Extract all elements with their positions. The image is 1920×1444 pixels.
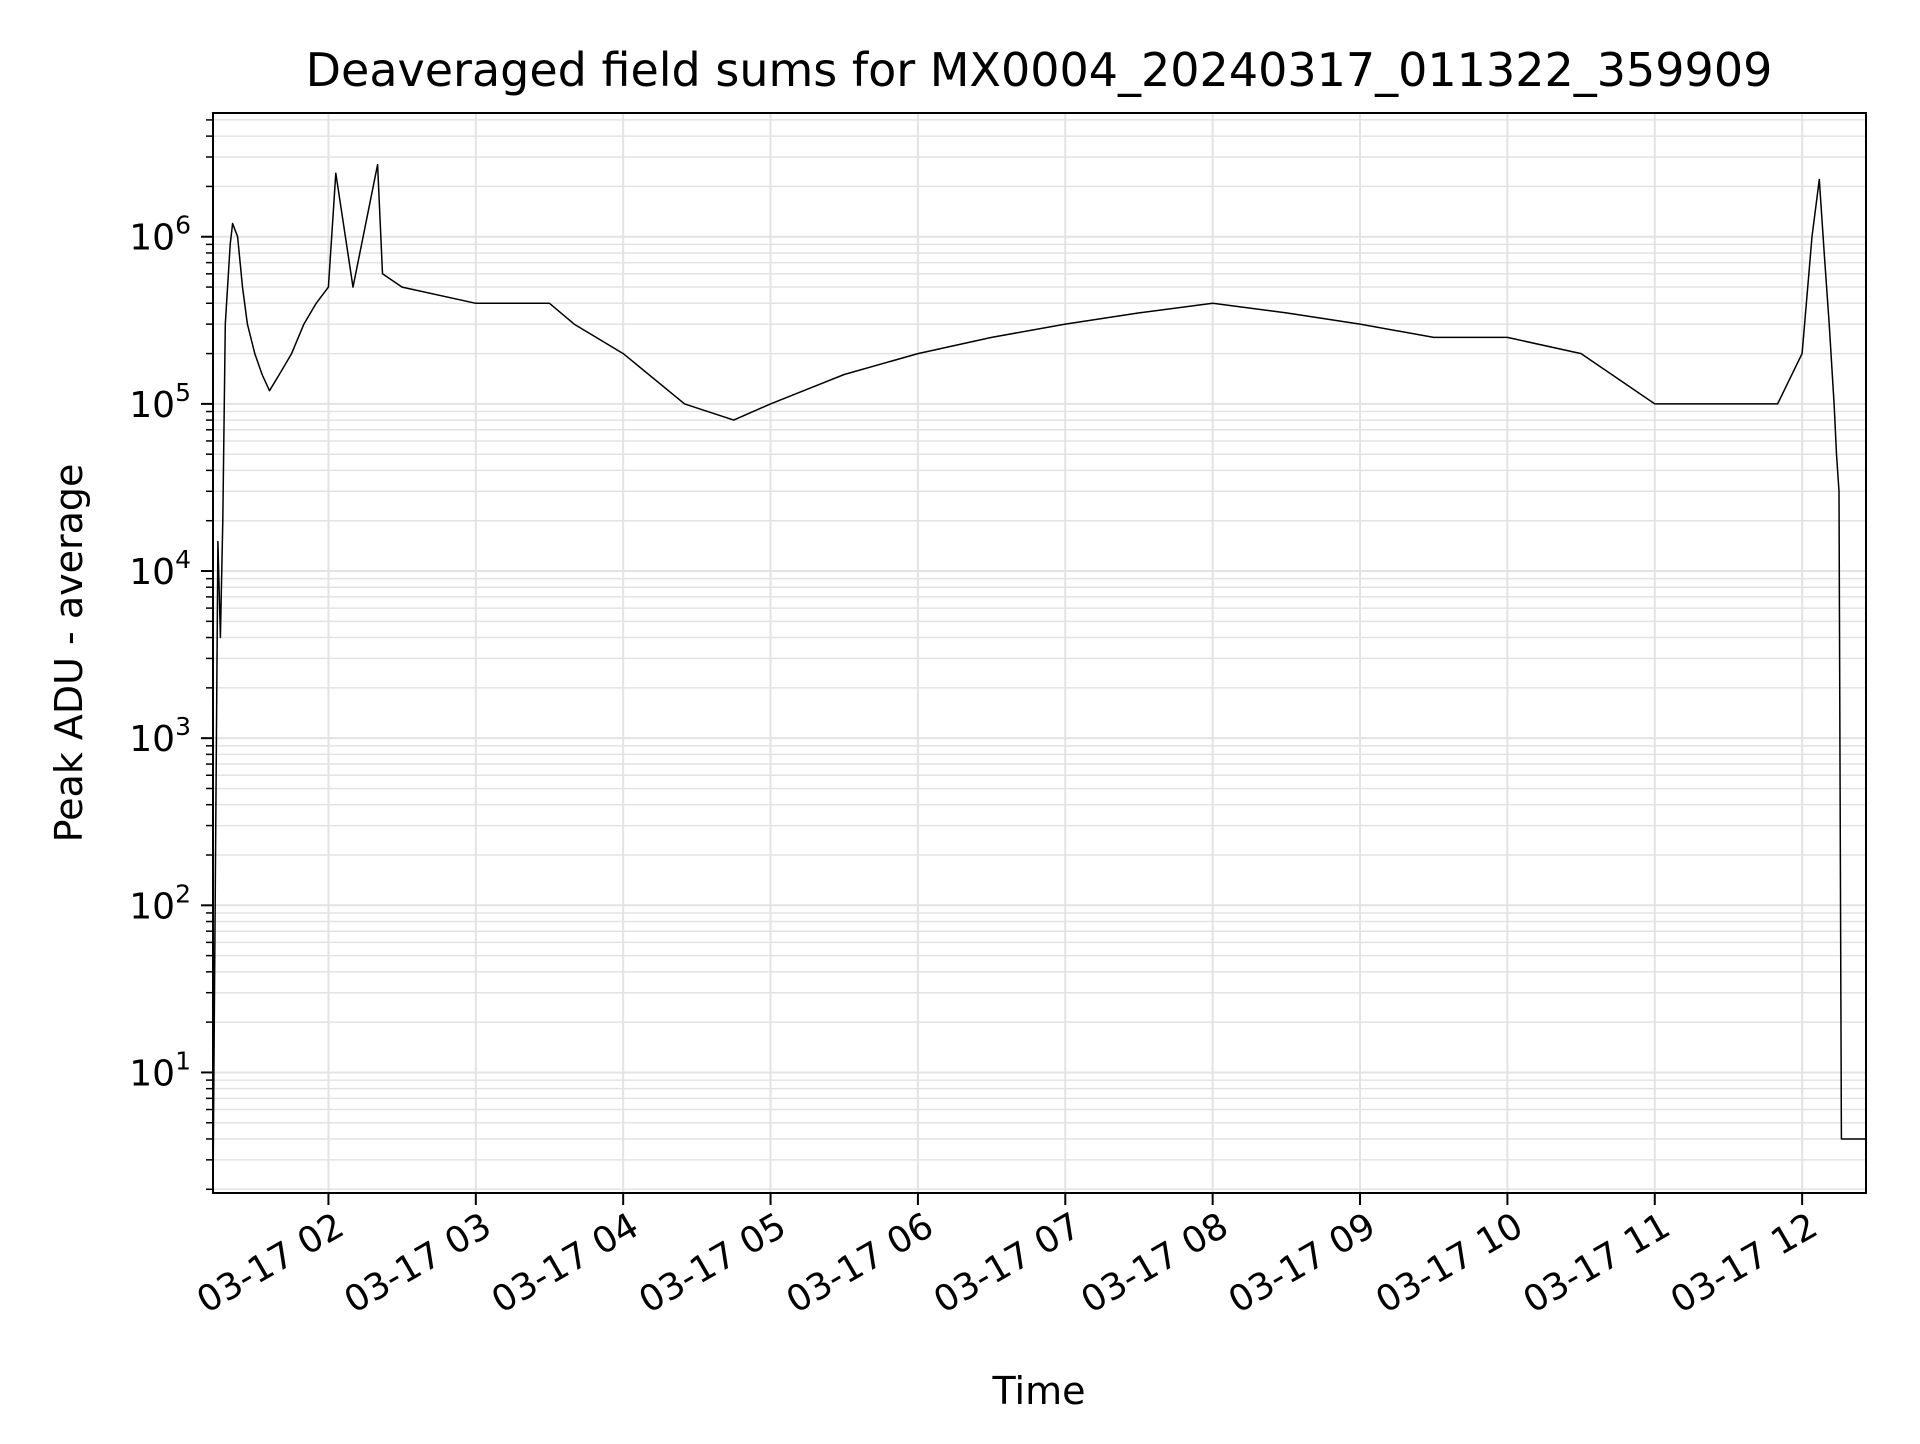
x-tick-label: 03-17 07 xyxy=(927,1205,1088,1321)
y-tick-label: 105 xyxy=(129,378,191,426)
chart-title: Deaveraged field sums for MX0004_2024031… xyxy=(306,43,1773,97)
series-layer xyxy=(212,163,1866,1194)
x-tick-label: 03-17 02 xyxy=(190,1205,351,1321)
y-tick-label: 101 xyxy=(129,1046,191,1094)
y-tick-label: 106 xyxy=(129,211,191,259)
y-axis-label: Peak ADU - average xyxy=(47,464,91,843)
x-axis-label: Time xyxy=(992,1369,1086,1413)
x-tick-label: 03-17 06 xyxy=(780,1205,941,1321)
x-tick-label: 03-17 05 xyxy=(632,1205,793,1321)
x-tick-label: 03-17 12 xyxy=(1664,1205,1825,1321)
y-tick-label: 104 xyxy=(129,545,191,593)
plot-area-frame xyxy=(212,112,1867,1194)
grid-lines xyxy=(213,113,1866,1193)
x-tick-label: 03-17 03 xyxy=(338,1205,499,1321)
x-tick-label: 03-17 10 xyxy=(1369,1205,1530,1321)
y-tick-label: 102 xyxy=(129,879,191,927)
y-tick-label: 103 xyxy=(129,712,191,760)
x-tick-label: 03-17 09 xyxy=(1222,1205,1383,1321)
series-line xyxy=(212,163,1866,1194)
x-tick-label: 03-17 04 xyxy=(485,1205,646,1321)
x-tick-label: 03-17 11 xyxy=(1517,1205,1678,1321)
x-tick-label: 03-17 08 xyxy=(1074,1205,1235,1321)
y-axis-ticks: 101 102 103 104 105 106 xyxy=(129,119,213,1191)
